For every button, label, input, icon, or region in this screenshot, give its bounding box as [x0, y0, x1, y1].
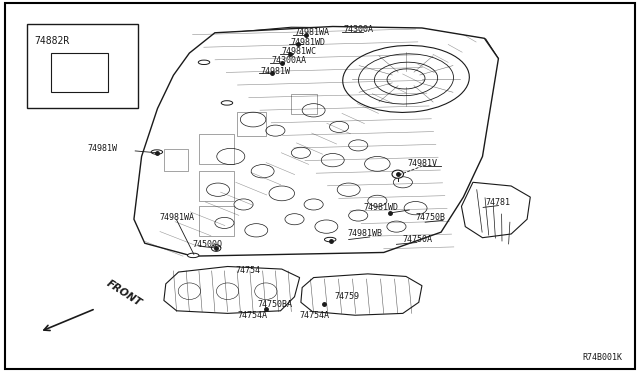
Bar: [199, 171, 234, 201]
Polygon shape: [461, 182, 531, 238]
Text: 74750A: 74750A: [403, 235, 433, 244]
Text: 74300AA: 74300AA: [271, 56, 307, 65]
Text: 74981WD: 74981WD: [364, 202, 398, 212]
Polygon shape: [164, 266, 300, 313]
Text: 74981WC: 74981WC: [282, 47, 317, 56]
Polygon shape: [186, 27, 499, 66]
Text: 74500Q: 74500Q: [193, 240, 223, 248]
Bar: [291, 94, 317, 114]
Text: 74754A: 74754A: [237, 311, 267, 320]
Text: 74882R: 74882R: [35, 36, 70, 46]
Ellipse shape: [211, 245, 221, 251]
Text: R74B001K: R74B001K: [582, 353, 623, 362]
Text: 74750B: 74750B: [415, 213, 445, 222]
Text: 74981WB: 74981WB: [348, 229, 383, 238]
Text: 74981W: 74981W: [260, 67, 291, 76]
Ellipse shape: [198, 60, 210, 64]
Text: FRONT: FRONT: [104, 278, 143, 308]
Ellipse shape: [392, 170, 403, 178]
Bar: [199, 134, 234, 164]
Text: 74759: 74759: [335, 292, 360, 301]
Polygon shape: [134, 26, 499, 256]
Polygon shape: [301, 274, 422, 315]
Text: 74981WA: 74981WA: [159, 213, 195, 222]
Text: 74750BA: 74750BA: [257, 300, 292, 309]
Ellipse shape: [221, 101, 233, 105]
Bar: [199, 206, 234, 236]
Text: 74981W: 74981W: [88, 144, 117, 153]
Text: 74981WD: 74981WD: [290, 38, 325, 46]
Text: 74981V: 74981V: [408, 159, 438, 169]
Text: 74981WA: 74981WA: [294, 28, 330, 36]
Text: 74781: 74781: [486, 199, 511, 208]
Text: 74754A: 74754A: [300, 311, 330, 320]
Text: 74300A: 74300A: [344, 25, 374, 33]
Bar: [51, 53, 108, 92]
Bar: [27, 23, 138, 109]
Bar: [237, 112, 266, 136]
Ellipse shape: [188, 253, 199, 258]
Ellipse shape: [324, 237, 336, 242]
Text: 74754: 74754: [236, 266, 261, 275]
Ellipse shape: [151, 150, 163, 154]
Bar: [164, 149, 188, 171]
